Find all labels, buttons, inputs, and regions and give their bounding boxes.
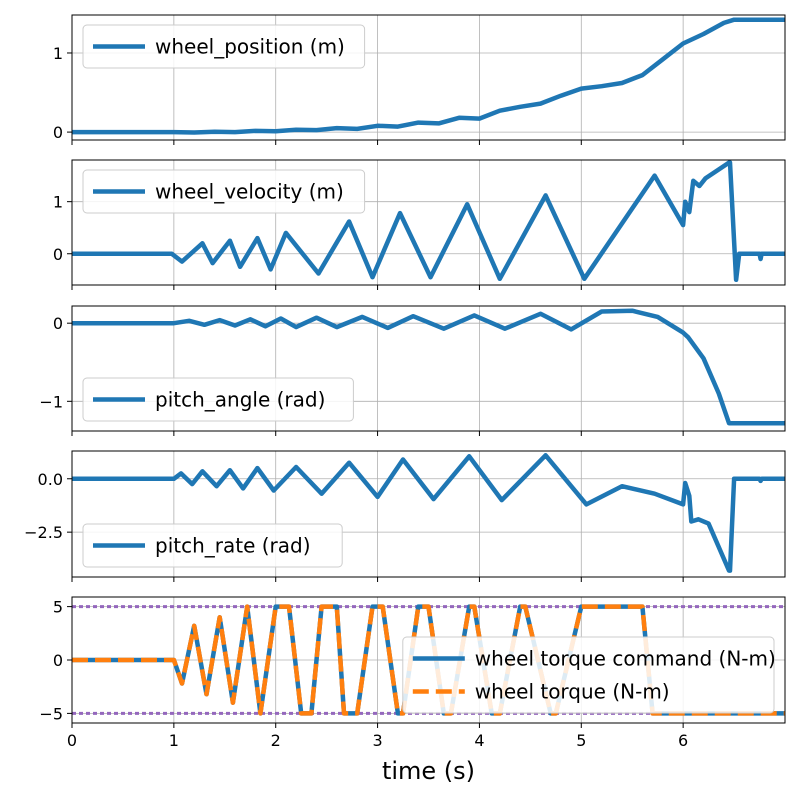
legend-box — [402, 636, 775, 714]
series-line-wheel_torque-1 — [72, 604, 785, 716]
series-line-wheel_position-0 — [72, 17, 785, 135]
subplot-pitch_angle: 0 −1 pitch_angle (rad) — [39, 305, 786, 436]
subplot-wheel_position: 0 1 wheel_position (m) — [53, 14, 786, 145]
legend-label: wheel_position (m) — [155, 35, 345, 59]
y-tick-label: −5 — [39, 704, 63, 723]
series-line-wheel_velocity-0 — [72, 160, 785, 283]
subplot-wheel_velocity: 0 1 wheel_velocity (m) — [53, 159, 786, 290]
legend-box — [82, 169, 366, 214]
axes-frame — [71, 159, 786, 286]
x-tick-label: 0 — [67, 731, 77, 750]
y-tick-label: 0 — [53, 651, 63, 670]
y-tick-label: −2.5 — [24, 523, 63, 542]
axes-frame — [71, 14, 786, 141]
legend: wheel torque command (N-m) wheel torque (… — [402, 636, 776, 714]
legend: wheel_velocity (m) — [82, 169, 366, 214]
subplot-pitch_rate: 0.0 −2.5 pitch_rate (rad) — [24, 450, 786, 582]
series-line-pitch_rate-0 — [72, 453, 785, 573]
series-line-pitch_angle-0 — [72, 308, 785, 426]
x-tick-label: 5 — [576, 731, 586, 750]
x-tick-label: 6 — [678, 731, 688, 750]
y-tick-label: 0 — [53, 245, 63, 264]
legend: wheel_position (m) — [82, 24, 366, 69]
axes-frame — [71, 305, 786, 432]
x-tick-label: 2 — [271, 731, 281, 750]
legend-box — [82, 377, 354, 422]
y-tick-label: 1 — [53, 44, 63, 63]
x-tick-label: 4 — [474, 731, 484, 750]
axes-frame — [71, 450, 786, 578]
y-tick-label: 1 — [53, 193, 63, 212]
legend-label: wheel_velocity (m) — [155, 180, 344, 204]
y-tick-label: 0 — [53, 123, 63, 142]
legend-box — [82, 523, 343, 568]
legend-label: wheel torque (N-m) — [475, 680, 670, 704]
legend: pitch_angle (rad) — [82, 377, 354, 422]
y-tick-label: 0.0 — [38, 470, 63, 489]
legend-label: pitch_angle (rad) — [155, 388, 325, 412]
legend-box — [82, 24, 366, 69]
y-tick-label: 0 — [53, 314, 63, 333]
x-tick-label: 3 — [372, 731, 382, 750]
legend-label: pitch_rate (rad) — [155, 534, 311, 558]
y-tick-label: −1 — [39, 392, 63, 411]
legend-label: wheel torque command (N-m) — [475, 647, 776, 671]
legend: pitch_rate (rad) — [82, 523, 343, 568]
y-tick-label: 5 — [53, 598, 63, 617]
x-tick-label: 1 — [169, 731, 179, 750]
x-axis-label: time (s) — [382, 757, 475, 785]
